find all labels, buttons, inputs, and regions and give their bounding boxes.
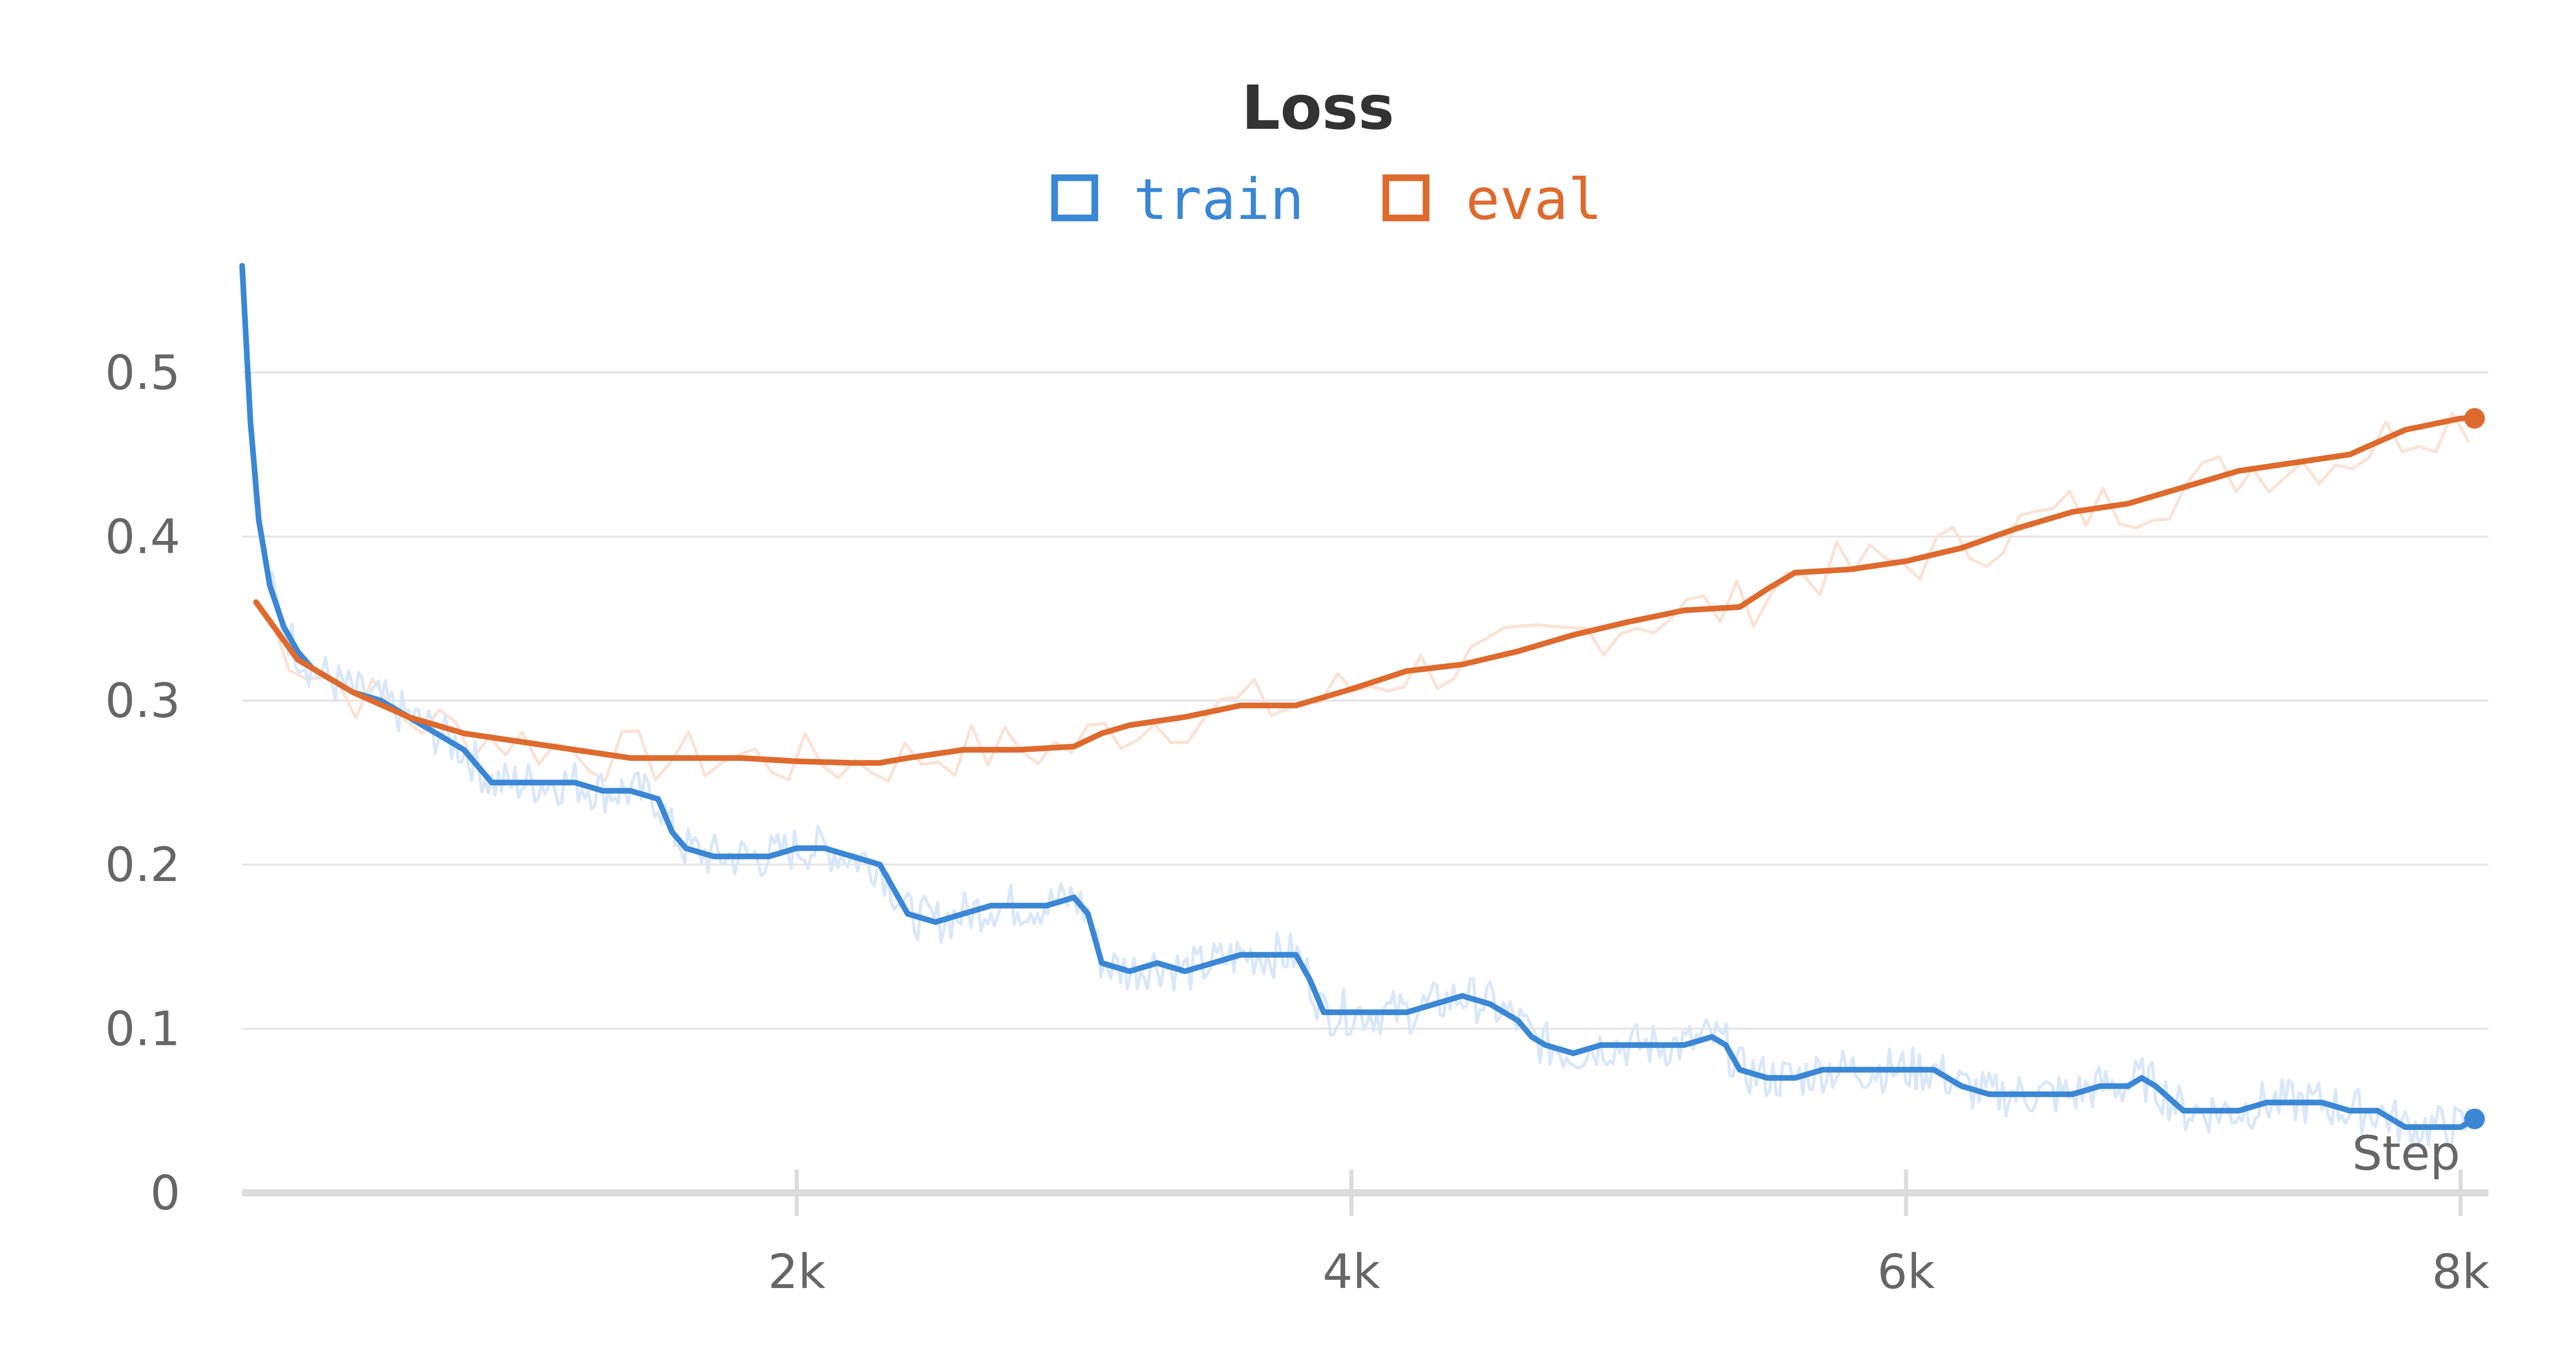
chart-title: Loss [1242, 72, 1395, 143]
legend: train eval [1051, 166, 1602, 232]
x-axis-title: Step [2352, 1126, 2460, 1181]
gridlines [242, 371, 2488, 1030]
legend-label-train: train [1133, 166, 1304, 232]
y-tick-label: 0.3 [105, 673, 180, 729]
series-layer [239, 263, 2485, 1150]
x-axis: 2k 4k 6k 8k [242, 1170, 2490, 1299]
legend-swatch-eval [1382, 174, 1430, 222]
y-axis: 0 0.1 0.2 0.3 0.4 0.5 [105, 345, 180, 1221]
x-tick-label: 8k [2432, 1244, 2490, 1299]
y-tick-label: 0.1 [105, 1002, 180, 1057]
series-endpoint-train[interactable] [2464, 1108, 2485, 1129]
y-tick-label: 0.2 [105, 837, 180, 892]
series-line-train[interactable] [239, 263, 2478, 1130]
legend-item-train[interactable]: train [1051, 166, 1304, 232]
series-endpoint-eval[interactable] [2464, 408, 2485, 429]
y-tick-label: 0 [150, 1165, 180, 1221]
legend-item-eval[interactable]: eval [1382, 166, 1602, 232]
y-tick-label: 0.5 [105, 345, 180, 400]
legend-swatch-train [1051, 174, 1098, 222]
x-tick-label: 2k [768, 1244, 826, 1299]
series-raw-train [241, 270, 2473, 1150]
y-tick-label: 0.4 [105, 509, 180, 564]
x-tick-label: 4k [1323, 1244, 1381, 1299]
legend-label-eval: eval [1466, 166, 1602, 232]
x-tick-label: 6k [1877, 1244, 1936, 1299]
series-raw-eval [255, 411, 2470, 783]
series-line-eval[interactable] [253, 415, 2478, 766]
